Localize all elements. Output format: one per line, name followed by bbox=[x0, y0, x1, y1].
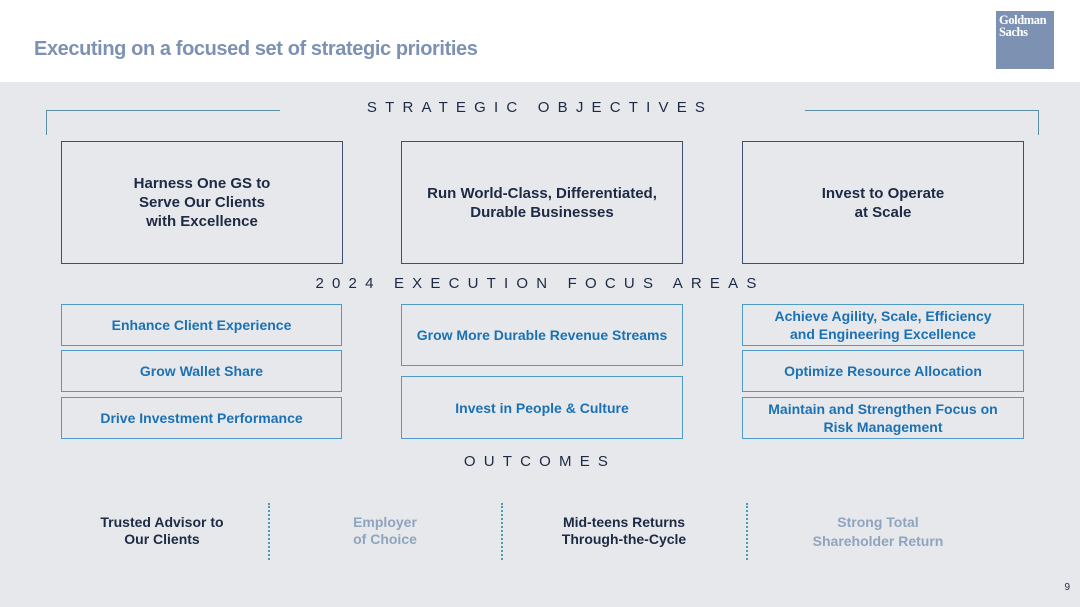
objective-text: Run World-Class, Differentiated, Durable… bbox=[427, 184, 657, 221]
outcome-divider bbox=[746, 503, 748, 560]
strategic-objectives-heading: STRATEGIC OBJECTIVES bbox=[366, 99, 714, 116]
logo-line-2: Sachs bbox=[999, 25, 1028, 39]
outcome-mid-teens-returns: Mid-teens Returns Through-the-Cycle bbox=[561, 514, 687, 547]
bracket-right-line bbox=[805, 110, 1039, 111]
objective-box-one-gs: Harness One GS to Serve Our Clients with… bbox=[61, 141, 343, 264]
outcome-divider bbox=[501, 503, 503, 560]
logo-line-1: Goldman bbox=[999, 13, 1047, 27]
outcome-trusted-advisor: Trusted Advisor to Our Clients bbox=[100, 514, 224, 547]
content-panel: STRATEGIC OBJECTIVES Harness One GS to S… bbox=[0, 82, 1080, 607]
focus-investment-performance: Drive Investment Performance bbox=[61, 397, 342, 439]
bracket-left-line bbox=[46, 110, 280, 111]
focus-text: Achieve Agility, Scale, Efficiency and E… bbox=[774, 308, 992, 342]
focus-durable-revenue: Grow More Durable Revenue Streams bbox=[401, 304, 683, 366]
objective-text: Invest to Operate at Scale bbox=[821, 184, 945, 221]
bracket-left-tick bbox=[46, 110, 47, 135]
objective-text: Harness One GS to Serve Our Clients with… bbox=[133, 175, 271, 230]
focus-text: Enhance Client Experience bbox=[111, 317, 292, 333]
outcomes-heading: OUTCOMES bbox=[463, 453, 617, 470]
outcome-employer-of-choice: Employer of Choice bbox=[353, 514, 417, 547]
goldman-sachs-logo: Goldman Sachs bbox=[996, 11, 1054, 69]
execution-focus-heading: 2024 EXECUTION FOCUS AREAS bbox=[315, 275, 765, 292]
focus-resource-allocation: Optimize Resource Allocation bbox=[742, 350, 1024, 392]
focus-wallet-share: Grow Wallet Share bbox=[61, 350, 342, 392]
focus-text: Drive Investment Performance bbox=[100, 410, 303, 426]
focus-text: Invest in People & Culture bbox=[455, 399, 629, 416]
focus-text: Grow More Durable Revenue Streams bbox=[416, 327, 668, 343]
outcome-shareholder-return: Strong Total Shareholder Return bbox=[812, 514, 944, 549]
page-number: 9 bbox=[1064, 582, 1070, 593]
focus-text: Optimize Resource Allocation bbox=[784, 363, 982, 379]
bracket-right-tick bbox=[1038, 110, 1039, 135]
objective-box-businesses: Run World-Class, Differentiated, Durable… bbox=[401, 141, 683, 264]
objective-box-scale: Invest to Operate at Scale bbox=[742, 141, 1024, 264]
outcome-divider bbox=[268, 503, 270, 560]
focus-text: Grow Wallet Share bbox=[139, 363, 264, 379]
slide-title: Executing on a focused set of strategic … bbox=[34, 38, 478, 60]
focus-agility-scale: Achieve Agility, Scale, Efficiency and E… bbox=[742, 304, 1024, 346]
focus-people-culture: Invest in People & Culture bbox=[401, 376, 683, 439]
focus-risk-management: Maintain and Strengthen Focus on Risk Ma… bbox=[742, 397, 1024, 439]
focus-text: Maintain and Strengthen Focus on Risk Ma… bbox=[768, 401, 998, 435]
focus-client-experience: Enhance Client Experience bbox=[61, 304, 342, 346]
